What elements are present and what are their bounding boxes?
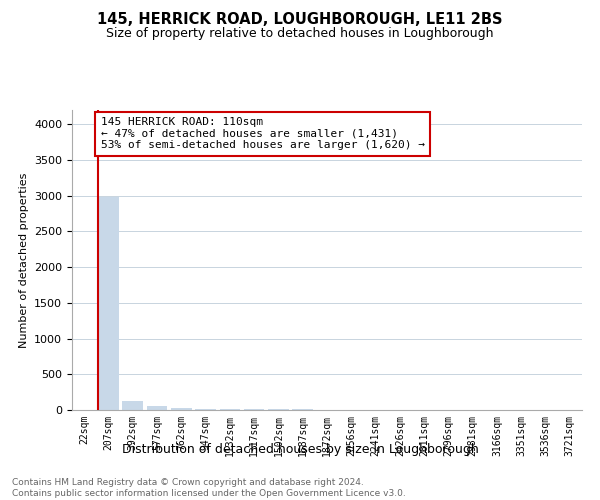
Text: 145, HERRICK ROAD, LOUGHBOROUGH, LE11 2BS: 145, HERRICK ROAD, LOUGHBOROUGH, LE11 2B… [97,12,503,28]
Y-axis label: Number of detached properties: Number of detached properties [19,172,29,348]
Text: Contains HM Land Registry data © Crown copyright and database right 2024.
Contai: Contains HM Land Registry data © Crown c… [12,478,406,498]
Bar [122,402,143,410]
Bar [171,408,191,410]
Text: Distribution of detached houses by size in Loughborough: Distribution of detached houses by size … [122,442,478,456]
Bar [220,409,240,410]
Text: Size of property relative to detached houses in Loughborough: Size of property relative to detached ho… [106,28,494,40]
Bar [98,197,119,410]
Bar [244,409,265,410]
Bar [195,408,216,410]
Text: 145 HERRICK ROAD: 110sqm
← 47% of detached houses are smaller (1,431)
53% of sem: 145 HERRICK ROAD: 110sqm ← 47% of detach… [101,117,425,150]
Bar [146,406,167,410]
